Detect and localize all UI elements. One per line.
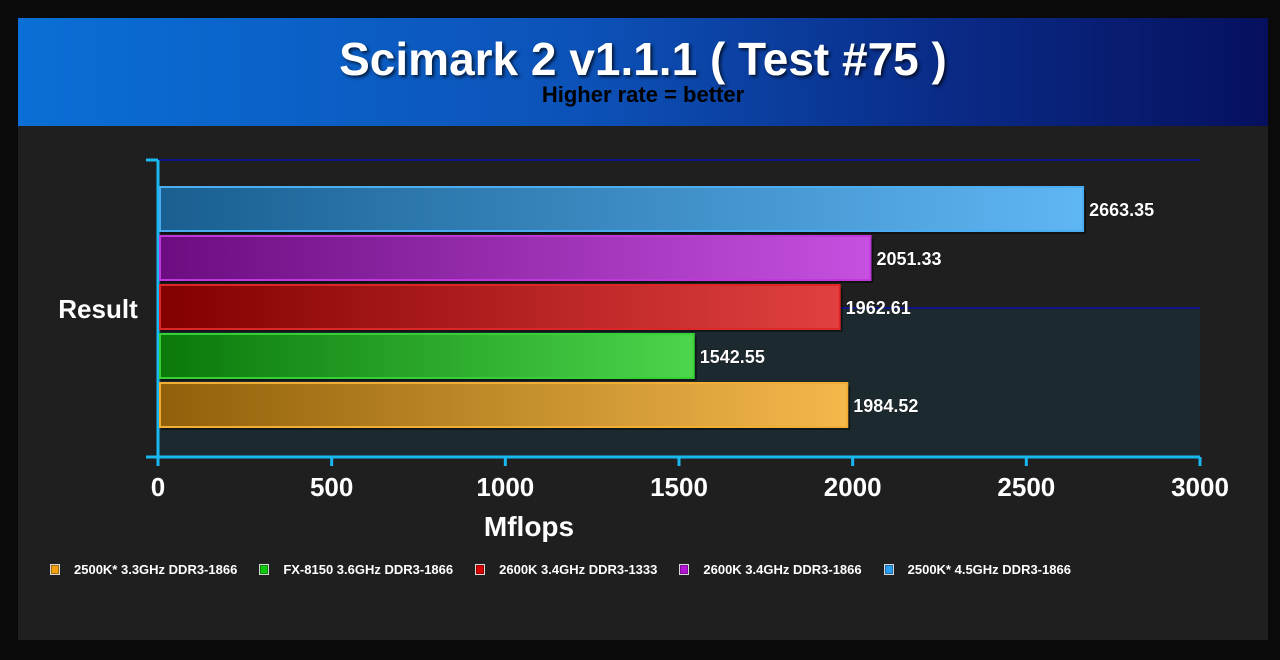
chart-header: Scimark 2 v1.1.1 ( Test #75 ) Higher rat… (18, 18, 1268, 126)
x-tick-label: 1000 (476, 472, 534, 502)
legend-item: 2500K* 3.3GHz DDR3-1866 (50, 562, 237, 577)
x-tick-label: 2500 (997, 472, 1055, 502)
legend-swatch (259, 564, 270, 575)
legend-label: 2600K 3.4GHz DDR3-1333 (499, 562, 658, 577)
x-tick-label: 0 (151, 472, 165, 502)
x-tick-label: 500 (310, 472, 353, 502)
legend-label: 2500K* 4.5GHz DDR3-1866 (907, 562, 1071, 577)
legend-swatch (50, 564, 60, 575)
bar (159, 186, 1085, 232)
bar-value-label: 2663.35 (1089, 200, 1154, 220)
bar-value-label: 1542.55 (700, 347, 765, 367)
legend-item: 2500K* 4.5GHz DDR3-1866 (883, 562, 1071, 577)
x-tick-label: 1500 (650, 472, 708, 502)
bar (159, 235, 872, 281)
chart-title: Scimark 2 v1.1.1 ( Test #75 ) (339, 33, 947, 85)
bar-chart: 0 500 1000 1500 2000 2500 3000 Mflops Result 2663… (58, 158, 1229, 542)
bar-value-label: 1962.61 (846, 298, 911, 318)
chart-legend: 2500K* 3.3GHz DDR3-1866 FX-8150 3.6GHz DD… (50, 562, 1250, 577)
legend-item: 2600K 3.4GHz DDR3-1866 (679, 562, 862, 577)
x-tick-label: 2000 (824, 472, 882, 502)
legend-label: FX-8150 3.6GHz DDR3-1866 (283, 562, 454, 577)
legend-label: 2500K* 3.3GHz DDR3-1866 (74, 562, 238, 577)
x-tick-label: 3000 (1171, 472, 1229, 502)
x-axis-title: Mflops (484, 511, 574, 542)
bar (159, 382, 849, 428)
legend-swatch (883, 564, 894, 575)
bar-value-label: 1984.52 (853, 396, 918, 416)
bar (159, 284, 841, 330)
bar-value-label: 2051.33 (876, 249, 941, 269)
y-category-label: Result (58, 294, 138, 324)
legend-swatch (679, 564, 690, 575)
bar (159, 333, 695, 379)
legend-label: 2600K 3.4GHz DDR3-1866 (703, 562, 862, 577)
chart-subtitle: Higher rate = better (541, 82, 745, 107)
legend-swatch (475, 564, 486, 575)
plot-background-upper (158, 160, 1200, 308)
legend-item: 2600K 3.4GHz DDR3-1333 (475, 562, 657, 577)
legend-item: FX-8150 3.6GHz DDR3-1866 (259, 562, 453, 577)
